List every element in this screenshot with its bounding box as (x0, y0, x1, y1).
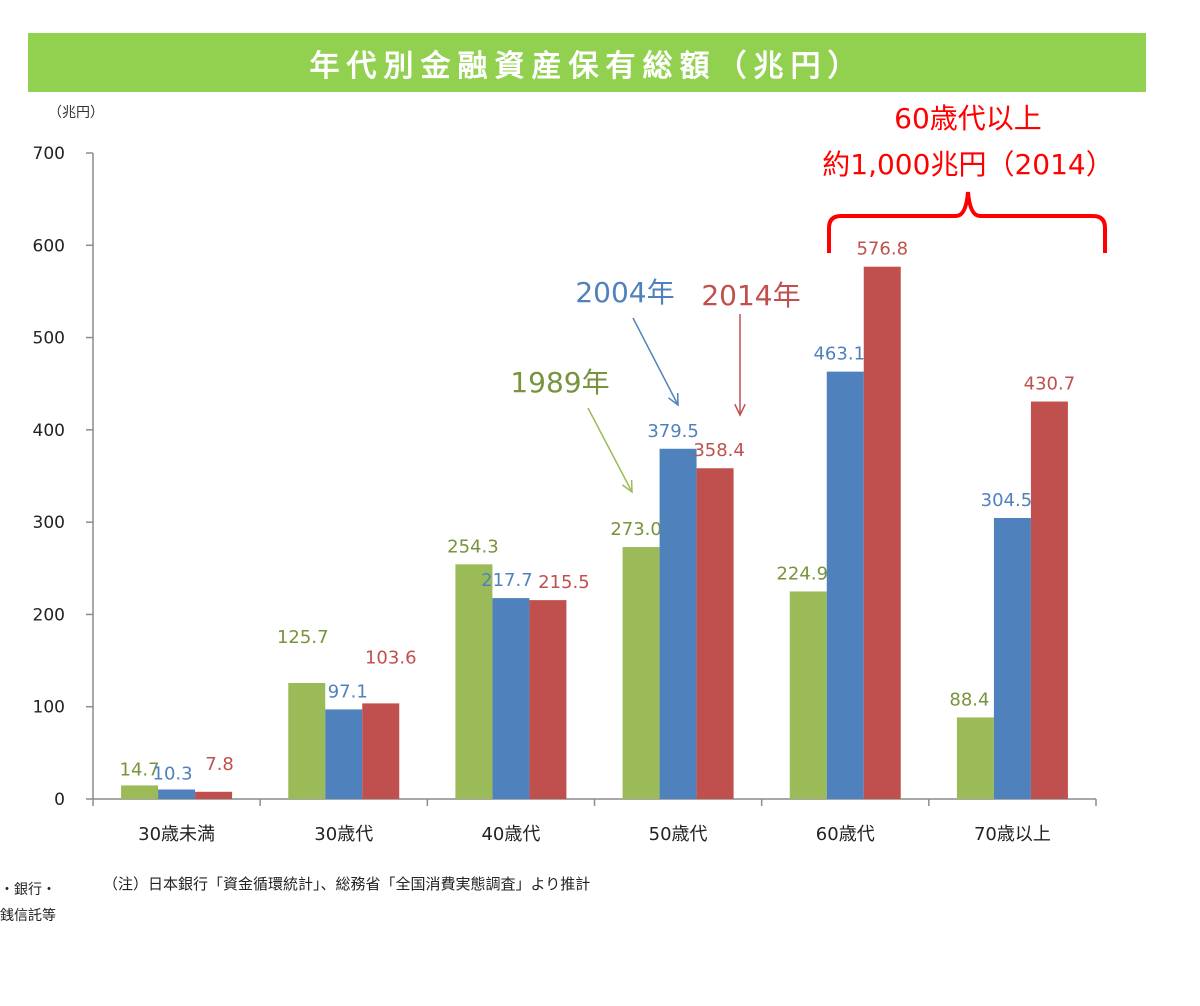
bar (288, 682, 326, 799)
bar (529, 600, 567, 799)
bar (325, 709, 363, 799)
y-tick-label: 0 (54, 790, 65, 810)
data-label: 430.7 (1024, 374, 1076, 395)
side-note-2: 金銭信託等 (0, 908, 56, 924)
bar (659, 448, 697, 799)
y-axis-unit-label: （兆円） (48, 105, 104, 121)
data-label: 88.4 (949, 689, 989, 710)
x-tick-label: 40歳代 (481, 824, 540, 845)
data-label: 379.5 (647, 421, 699, 442)
bar (826, 371, 864, 799)
bar (158, 789, 196, 799)
series-callout-label: 2004年 (575, 276, 674, 309)
y-tick-label: 200 (33, 605, 65, 625)
x-tick-label: 60歳代 (816, 824, 875, 845)
data-label: 463.1 (813, 344, 865, 365)
bar (362, 703, 400, 799)
y-tick-label: 300 (33, 513, 65, 533)
annotation-line-2: 約1,000兆円（2014） (822, 148, 1113, 181)
callout-arrow-head (734, 403, 746, 417)
callout-arrow-line (632, 317, 679, 406)
bar (956, 717, 994, 799)
data-label: 358.4 (693, 440, 745, 461)
chart-title: 年代別金融資産保有総額（兆円） (309, 48, 865, 84)
annotation-brace (827, 191, 1107, 253)
data-label: 576.8 (856, 239, 908, 260)
data-label: 103.6 (365, 647, 417, 668)
y-tick-label: 600 (33, 236, 65, 256)
data-label: 97.1 (328, 681, 368, 702)
callout-arrow-head (621, 479, 633, 494)
data-label: 217.7 (481, 570, 533, 591)
bar (993, 517, 1031, 799)
y-tick-label: 500 (33, 329, 65, 349)
bar (492, 598, 530, 799)
x-tick-label: 30歳未満 (138, 824, 215, 845)
side-note-1: 局・銀行・ (0, 882, 56, 898)
bar (863, 266, 901, 799)
data-label: 10.3 (153, 763, 193, 784)
data-label: 7.8 (205, 754, 234, 775)
x-tick-label: 70歳以上 (974, 824, 1051, 845)
bar (1030, 401, 1068, 799)
bar (696, 468, 734, 799)
bar (121, 785, 159, 799)
data-label: 224.9 (776, 563, 828, 584)
source-note: （注）日本銀行「資金循環統計」、総務省「全国消費実態調査」より推計 (103, 875, 591, 893)
bar (455, 564, 493, 799)
bar (789, 591, 827, 799)
data-label: 273.0 (610, 519, 662, 540)
callout-arrow-line (587, 407, 633, 493)
data-label: 304.5 (981, 490, 1033, 511)
series-callout-label: 1989年 (510, 366, 609, 399)
y-tick-label: 100 (33, 698, 65, 718)
data-label: 125.7 (277, 627, 329, 648)
callout-arrow-head (667, 392, 679, 407)
chart-title-bar: 年代別金融資産保有総額（兆円） (28, 33, 1146, 92)
annotation-line-1: 60歳代以上 (894, 102, 1042, 135)
data-label: 254.3 (447, 536, 499, 557)
x-tick-label: 30歳代 (314, 824, 373, 845)
bar (622, 547, 660, 799)
data-label: 14.7 (120, 759, 160, 780)
series-callout-label: 2014年 (701, 279, 800, 312)
y-tick-label: 400 (33, 421, 65, 441)
x-tick-label: 50歳代 (649, 824, 708, 845)
bar (195, 791, 233, 799)
y-tick-label: 700 (33, 144, 65, 164)
data-label: 215.5 (538, 572, 590, 593)
